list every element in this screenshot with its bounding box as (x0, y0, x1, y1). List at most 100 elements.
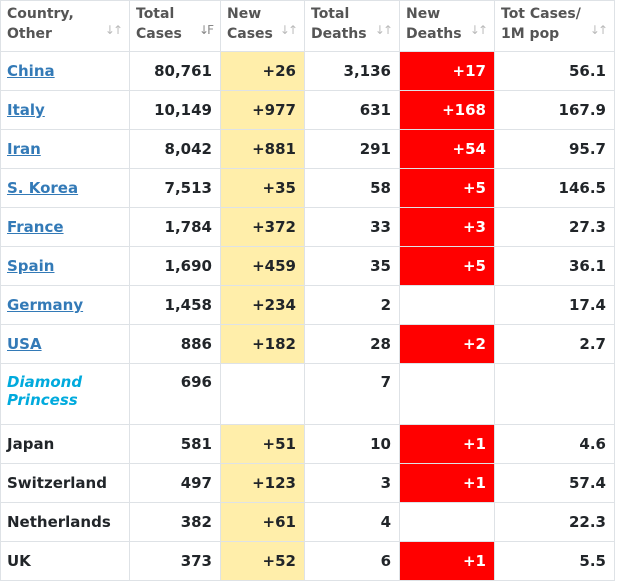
table-row: Japan 581 +51 10 +1 4.6 (0, 424, 615, 464)
header-total-cases[interactable]: Total Cases ↓F (129, 0, 221, 52)
new-cases-cell: +977 (220, 90, 305, 130)
per-million-cell: 27.3 (494, 207, 615, 247)
total-deaths-cell: 28 (304, 324, 400, 364)
new-deaths-cell: +1 (399, 424, 495, 464)
header-label-line2: Cases (136, 26, 182, 42)
total-deaths-cell: 33 (304, 207, 400, 247)
new-cases-cell (220, 363, 305, 425)
new-deaths-cell: +5 (399, 246, 495, 286)
header-total-deaths[interactable]: Total Deaths ↓↑ (304, 0, 400, 52)
new-deaths-cell (399, 285, 495, 325)
new-cases-cell: +35 (220, 168, 305, 208)
country-link[interactable]: S. Korea (7, 179, 79, 197)
per-million-cell: 22.3 (494, 502, 615, 542)
country-cell: Switzerland (0, 463, 130, 503)
country-cell: Japan (0, 424, 130, 464)
country-cell: UK (0, 541, 130, 581)
country-cell: Netherlands (0, 502, 130, 542)
table-row: Diamond Princess 696 7 (0, 363, 615, 425)
header-label-line2: 1M pop (501, 26, 560, 42)
header-label-line2: Other (7, 26, 52, 42)
total-cases-cell: 1,690 (129, 246, 221, 286)
new-deaths-cell: +54 (399, 129, 495, 169)
table-header-row: Country, Other ↓↑ Total Cases ↓F New Cas… (0, 0, 615, 52)
new-deaths-cell: +1 (399, 463, 495, 503)
total-cases-cell: 696 (129, 363, 221, 425)
header-new-deaths[interactable]: New Deaths ↓↑ (399, 0, 495, 52)
total-cases-cell: 382 (129, 502, 221, 542)
header-label-line1: New (227, 6, 262, 22)
table-row: France 1,784 +372 33 +3 27.3 (0, 207, 615, 247)
table-row: Iran 8,042 +881 291 +54 95.7 (0, 129, 615, 169)
country-link[interactable]: Iran (7, 140, 41, 158)
new-cases-cell: +51 (220, 424, 305, 464)
header-per-million[interactable]: Tot Cases/ 1M pop ↓↑ (494, 0, 615, 52)
total-cases-cell: 497 (129, 463, 221, 503)
header-label-line1: Tot Cases/ (501, 6, 581, 22)
country-cell: S. Korea (0, 168, 130, 208)
new-cases-cell: +182 (220, 324, 305, 364)
country-link[interactable]: Italy (7, 101, 45, 119)
total-cases-cell: 8,042 (129, 129, 221, 169)
new-cases-cell: +881 (220, 129, 305, 169)
per-million-cell: 4.6 (494, 424, 615, 464)
total-cases-cell: 886 (129, 324, 221, 364)
sort-arrows-icon[interactable]: ↓↑ (469, 23, 488, 37)
new-deaths-cell: +1 (399, 541, 495, 581)
country-name-line2: Princess (7, 391, 78, 409)
header-label-line1: Country, (7, 6, 74, 22)
new-deaths-cell (399, 363, 495, 425)
table-row: Germany 1,458 +234 2 17.4 (0, 285, 615, 325)
sort-arrows-icon[interactable]: ↓↑ (104, 23, 123, 37)
total-deaths-cell: 3 (304, 463, 400, 503)
per-million-cell: 95.7 (494, 129, 615, 169)
table-row: UK 373 +52 6 +1 5.5 (0, 541, 615, 581)
header-label-line2: Deaths (406, 26, 462, 42)
total-cases-cell: 7,513 (129, 168, 221, 208)
table-row: Italy 10,149 +977 631 +168 167.9 (0, 90, 615, 130)
new-cases-cell: +61 (220, 502, 305, 542)
country-link[interactable]: France (7, 218, 64, 236)
table-row: China 80,761 +26 3,136 +17 56.1 (0, 51, 615, 91)
country-cell: Diamond Princess (0, 363, 130, 425)
table-row: S. Korea 7,513 +35 58 +5 146.5 (0, 168, 615, 208)
country-link[interactable]: USA (7, 335, 42, 353)
country-cell: Germany (0, 285, 130, 325)
total-deaths-cell: 631 (304, 90, 400, 130)
total-cases-cell: 581 (129, 424, 221, 464)
total-deaths-cell: 3,136 (304, 51, 400, 91)
total-deaths-cell: 291 (304, 129, 400, 169)
country-cell: China (0, 51, 130, 91)
sort-arrows-icon[interactable]: ↓↑ (589, 23, 608, 37)
total-deaths-cell: 58 (304, 168, 400, 208)
total-cases-cell: 1,458 (129, 285, 221, 325)
sort-arrows-icon[interactable]: ↓↑ (374, 23, 393, 37)
total-deaths-cell: 6 (304, 541, 400, 581)
table-row: USA 886 +182 28 +2 2.7 (0, 324, 615, 364)
sort-arrows-icon[interactable]: ↓↑ (279, 23, 298, 37)
country-link[interactable]: China (7, 62, 55, 80)
total-cases-cell: 80,761 (129, 51, 221, 91)
total-deaths-cell: 7 (304, 363, 400, 425)
header-new-cases[interactable]: New Cases ↓↑ (220, 0, 305, 52)
per-million-cell: 57.4 (494, 463, 615, 503)
header-label-line1: Total (136, 6, 175, 22)
new-cases-cell: +123 (220, 463, 305, 503)
new-deaths-cell: +3 (399, 207, 495, 247)
header-label-line2: Cases (227, 26, 273, 42)
header-label-line1: New (406, 6, 441, 22)
country-link[interactable]: Germany (7, 296, 84, 314)
new-deaths-cell: +5 (399, 168, 495, 208)
per-million-cell: 167.9 (494, 90, 615, 130)
total-cases-cell: 1,784 (129, 207, 221, 247)
header-country[interactable]: Country, Other ↓↑ (0, 0, 130, 52)
country-link[interactable]: Spain (7, 257, 55, 275)
sort-descending-icon[interactable]: ↓F (199, 23, 214, 37)
new-deaths-cell: +2 (399, 324, 495, 364)
country-cell: Iran (0, 129, 130, 169)
total-deaths-cell: 35 (304, 246, 400, 286)
total-deaths-cell: 10 (304, 424, 400, 464)
per-million-cell: 36.1 (494, 246, 615, 286)
per-million-cell (494, 363, 615, 425)
new-deaths-cell: +17 (399, 51, 495, 91)
